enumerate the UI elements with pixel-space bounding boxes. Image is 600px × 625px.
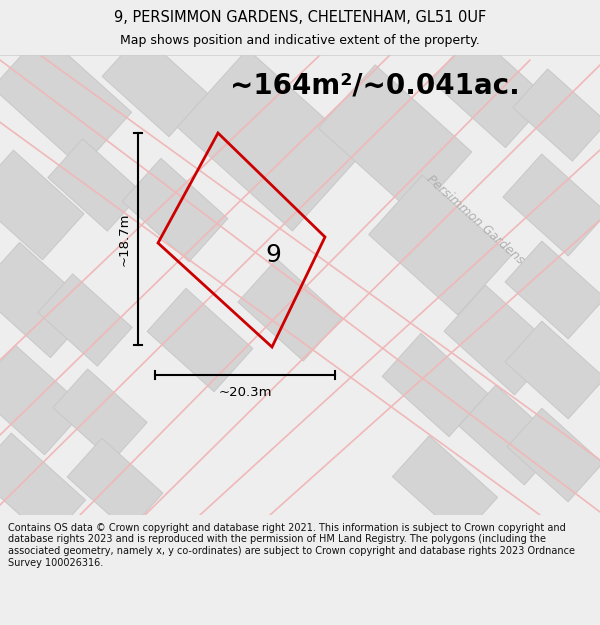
- Polygon shape: [0, 345, 86, 455]
- Polygon shape: [102, 33, 208, 137]
- Polygon shape: [459, 385, 561, 485]
- Polygon shape: [382, 333, 488, 437]
- Text: 9: 9: [265, 243, 281, 267]
- Polygon shape: [177, 49, 363, 231]
- Text: Map shows position and indicative extent of the property.: Map shows position and indicative extent…: [120, 34, 480, 48]
- Polygon shape: [444, 285, 556, 395]
- Polygon shape: [53, 369, 147, 461]
- Text: 9, PERSIMMON GARDENS, CHELTENHAM, GL51 0UF: 9, PERSIMMON GARDENS, CHELTENHAM, GL51 0…: [114, 10, 486, 25]
- Polygon shape: [507, 408, 600, 502]
- Polygon shape: [0, 32, 131, 168]
- Text: Contains OS data © Crown copyright and database right 2021. This information is : Contains OS data © Crown copyright and d…: [8, 522, 575, 568]
- Polygon shape: [38, 274, 132, 366]
- Polygon shape: [0, 242, 94, 357]
- Text: ~18.7m: ~18.7m: [118, 213, 131, 266]
- Polygon shape: [505, 321, 600, 419]
- Polygon shape: [513, 69, 600, 161]
- Polygon shape: [0, 433, 86, 541]
- Polygon shape: [48, 139, 142, 231]
- Text: Persimmon Gardens: Persimmon Gardens: [424, 173, 526, 267]
- Polygon shape: [122, 158, 228, 262]
- Text: ~20.3m: ~20.3m: [218, 386, 272, 399]
- Polygon shape: [318, 65, 472, 215]
- Polygon shape: [67, 438, 163, 532]
- Polygon shape: [238, 259, 342, 361]
- Polygon shape: [431, 32, 549, 148]
- Polygon shape: [0, 150, 84, 260]
- Polygon shape: [505, 241, 600, 339]
- Text: ~164m²/~0.041ac.: ~164m²/~0.041ac.: [230, 71, 520, 99]
- Polygon shape: [368, 175, 511, 315]
- Polygon shape: [392, 436, 497, 538]
- Polygon shape: [147, 288, 253, 392]
- Polygon shape: [503, 154, 600, 256]
